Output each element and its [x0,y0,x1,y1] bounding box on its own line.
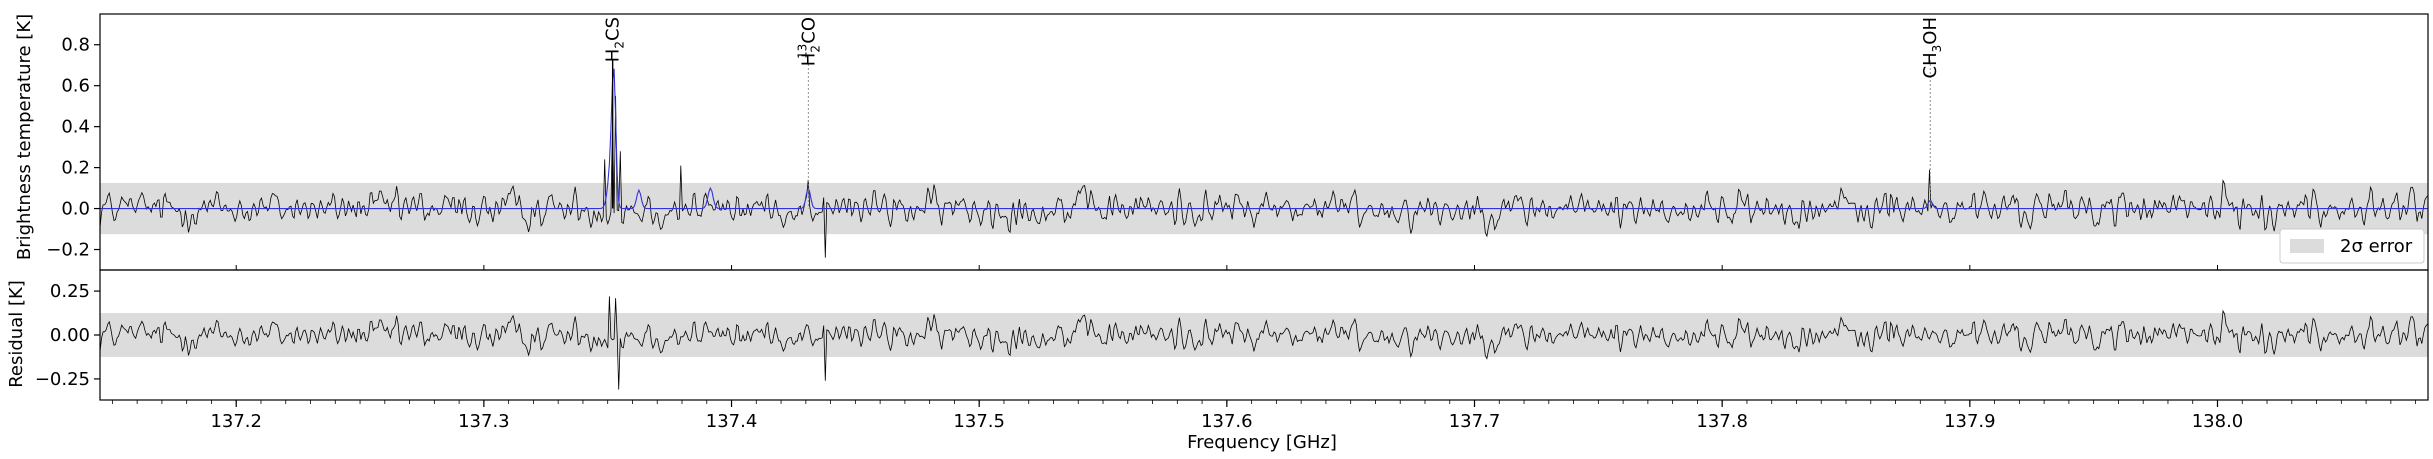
x-tick-label: 137.2 [210,411,262,432]
y-tick-label: 0.4 [61,117,90,138]
line-annotation: H2CS [603,17,627,209]
x-tick-label: 137.9 [1944,411,1996,432]
legend-box [2279,228,2425,264]
legend-swatch [2290,239,2324,253]
legend-label: 2σ error [2340,236,2413,257]
model-spectrum-line [100,68,2428,210]
annotation-label: CH3OH [1920,17,1944,78]
bottom-ylabel: Residual [K] [6,280,27,388]
top-ylabel: Brightness temperature [K] [14,14,35,260]
y-tick-label: 0.6 [61,76,90,97]
top-panel: −0.2 0.0 0.2 0.4 0.6 0.8 H2CS H213CO CH3OH 2σ err… [46,13,2429,271]
y-tick-label: 0.0 [61,199,90,220]
legend: 2σ error [2279,228,2425,264]
x-axis-label: Frequency [GHz] [1187,432,1337,453]
x-tick-label: 138.0 [2192,411,2244,432]
x-tick-label: 137.5 [953,411,1005,432]
y-tick-label: 0.00 [50,325,90,346]
observed-spectrum-line [99,95,2429,258]
y-tick-label: −0.2 [46,240,90,261]
y-tick-label: 0.25 [50,281,90,302]
annotation-label: H213CO [795,17,822,66]
y-tick-label: −0.25 [35,369,90,390]
y-tick-label: 0.2 [61,158,90,179]
line-annotation: H213CO [795,17,822,209]
x-tick-label: 137.4 [706,411,758,432]
line-annotation: CH3OH [1920,17,1944,209]
x-tick-label: 137.8 [1696,411,1748,432]
bottom-panel: −0.25 0.00 0.25 137.2 137.3 137.4 137.5 137.6 13… [35,269,2429,432]
residual-line [99,296,2429,390]
annotation-label: H2CS [603,17,627,62]
x-tick-label: 137.7 [1449,411,1501,432]
x-tick-label: 137.3 [458,411,510,432]
error-band [100,313,2428,357]
y-tick-label: 0.8 [61,35,90,56]
x-tick-label: 137.6 [1201,411,1253,432]
